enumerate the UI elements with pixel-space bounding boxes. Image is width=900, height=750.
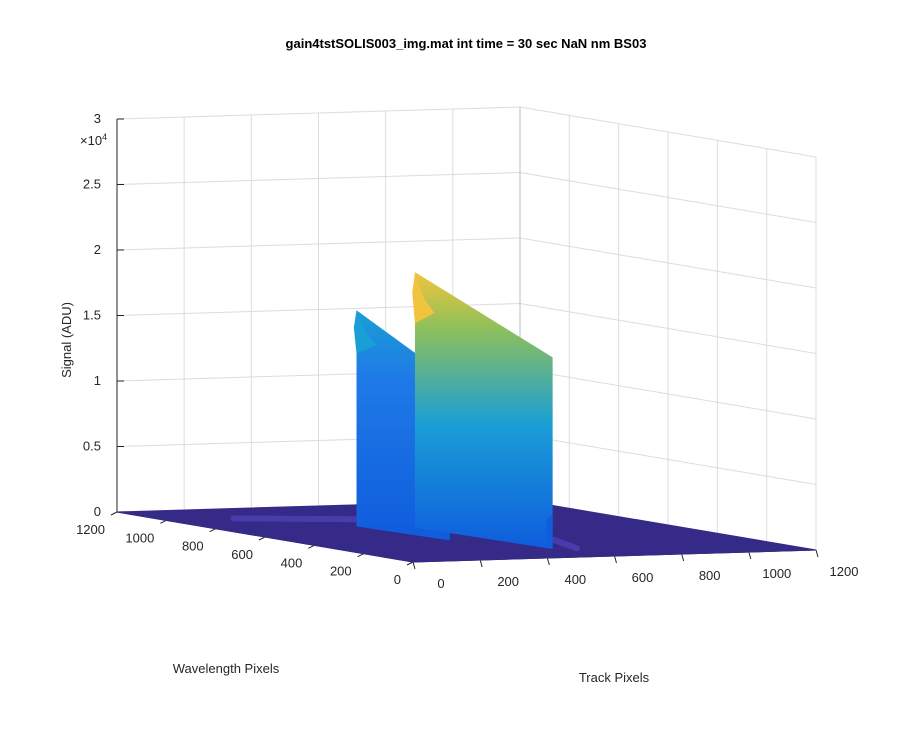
z-tick-label-5: 2.5 [83, 177, 101, 192]
grid-line-side-z-5 [519, 172, 817, 223]
x-tick-label-0: 0 [437, 576, 444, 591]
tick-labels: 0 200 400 600 800 1000 12000200400600800100012… [76, 111, 858, 591]
x-tick-label-3: 600 [632, 570, 654, 585]
peak-foot-1 [546, 514, 553, 550]
y-tick-label-3: 600 [231, 547, 253, 562]
y-tick-mark-5 [160, 519, 167, 524]
y-tick-label-6: 1200 [76, 522, 105, 537]
y-tick-label-2: 400 [281, 555, 303, 570]
z-tick-label-6: 3 [94, 111, 101, 126]
grid-line-back-z-4 [116, 237, 521, 251]
peak-crest-0 [353, 310, 377, 354]
y-tick-mark-2 [308, 544, 315, 549]
y-axis-label: Wavelength Pixels [173, 661, 280, 676]
y-tick-label-4: 800 [182, 539, 204, 554]
y-tick-label-0: 0 [394, 572, 401, 587]
x-tick-label-5: 1000 [762, 566, 791, 581]
grid-line-side-z-1 [519, 434, 817, 485]
y-tick-label-5: 1000 [125, 530, 154, 545]
peak-face-1 [414, 272, 553, 550]
z-exponent-power: 4 [102, 132, 107, 142]
x-tick-mark-5 [748, 551, 752, 560]
y-tick-mark-0 [406, 561, 414, 566]
z-exponent-label: ×104 [80, 132, 107, 148]
x-tick-label-6: 1200 [830, 564, 859, 579]
z-tick-label-2: 1 [94, 373, 101, 388]
surface [116, 272, 817, 563]
x-tick-mark-0 [412, 561, 416, 570]
y-tick-mark-4 [209, 528, 216, 533]
z-axis-label: Signal (ADU) [59, 302, 74, 378]
peak-crest-1 [412, 272, 435, 324]
x-tick-label-2: 400 [564, 572, 586, 587]
y-tick-mark-6 [110, 511, 118, 516]
back-left-pane [117, 0, 413, 562]
x-tick-label-4: 800 [699, 568, 721, 583]
grid-line-back-z-6 [116, 106, 521, 120]
x-tick-mark-2 [546, 557, 550, 566]
x-tick-mark-1 [479, 559, 483, 568]
z-tick-label-0: 0 [94, 504, 101, 519]
x-tick-label-1: 200 [497, 574, 519, 589]
y-tick-label-1: 200 [330, 564, 352, 579]
back-panes [117, 0, 413, 562]
x-tick-mark-4 [681, 553, 685, 562]
x-tick-mark-3 [614, 555, 617, 564]
z-tick-label-3: 1.5 [83, 308, 101, 323]
z-tick-label-4: 2 [94, 242, 101, 257]
z-tick-label-1: 0.5 [83, 439, 101, 454]
grid-line-back-z-5 [116, 172, 521, 185]
grid-line-side-z-2 [519, 368, 817, 420]
x-axis-label: Track Pixels [579, 670, 650, 685]
grid-line-side-z-4 [519, 237, 817, 289]
x-tick-mark-6 [815, 549, 819, 558]
y-tick-mark-1 [357, 553, 364, 558]
z-exponent-base: ×10 [80, 133, 102, 148]
y-tick-mark-3 [258, 536, 266, 541]
grid-line-side-z-6 [519, 106, 817, 158]
grid-line-side-z-3 [519, 303, 817, 354]
chart-title: gain4tstSOLIS003_img.mat int time = 30 s… [286, 36, 647, 51]
